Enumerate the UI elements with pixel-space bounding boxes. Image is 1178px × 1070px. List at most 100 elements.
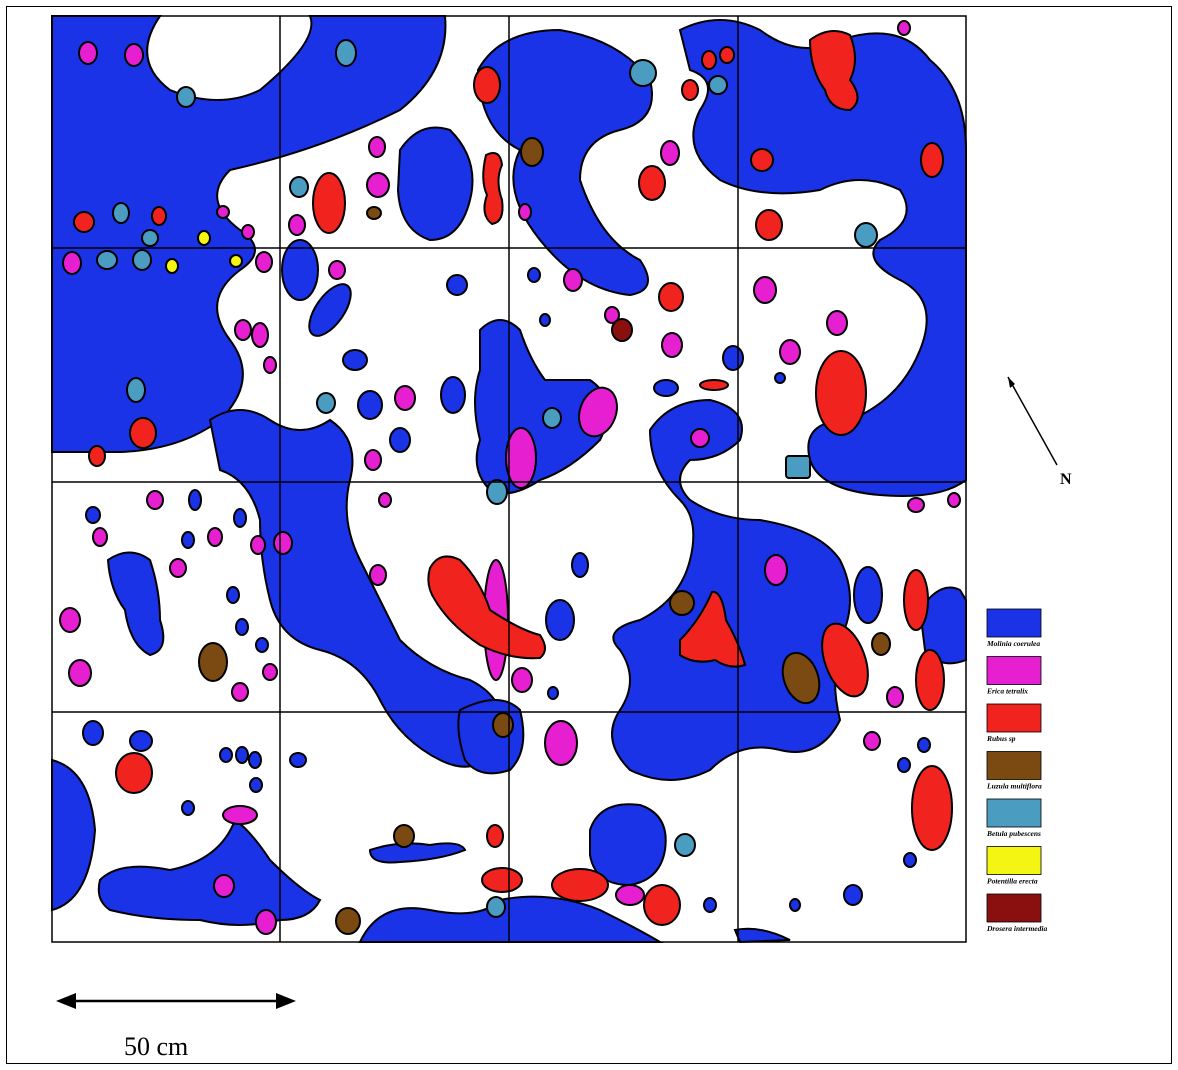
patch-molinia	[396, 126, 474, 242]
patch-molinia	[97, 818, 322, 926]
patch-betula	[486, 479, 508, 505]
patch-molinia	[678, 19, 967, 497]
patch-molinia	[440, 376, 466, 414]
patch-erica	[241, 224, 255, 240]
patch-rubus	[473, 66, 501, 104]
patch-molinia	[389, 427, 411, 453]
patch-luzula	[781, 651, 821, 705]
patch-betula	[316, 392, 336, 414]
patch-betula	[126, 377, 146, 403]
patch-molinia	[235, 746, 249, 764]
patch-betula	[674, 833, 696, 857]
legend-swatch-rubus	[986, 703, 1042, 733]
patch-erica	[213, 874, 235, 898]
north-label: N	[1060, 471, 1072, 488]
patch-betula	[854, 222, 878, 248]
patch-erica	[364, 449, 382, 471]
map-plot	[51, 15, 967, 944]
north-arrow-line	[1007, 376, 1058, 466]
patch-erica	[661, 332, 683, 358]
legend-label-betula: Betula pubescens	[986, 829, 1041, 838]
patch-erica	[255, 909, 277, 935]
patch-molinia	[903, 852, 917, 868]
patch-molinia	[843, 884, 863, 906]
patch-erica	[234, 319, 252, 341]
patch-rubus	[129, 417, 157, 449]
patch-erica	[897, 20, 911, 36]
figure-frame	[6, 6, 1172, 1064]
betula-patches	[96, 39, 878, 918]
patch-molinia	[129, 730, 153, 752]
patch-potentilla	[229, 254, 243, 268]
patch-erica	[288, 214, 306, 236]
map-border	[51, 15, 967, 943]
patch-erica	[92, 527, 108, 547]
patch-molinia	[342, 349, 368, 371]
patch-erica	[615, 884, 645, 906]
patch-molinia	[226, 586, 240, 604]
patch-rubus	[821, 622, 869, 698]
patch-erica	[62, 251, 82, 275]
patch-molinia	[357, 390, 383, 420]
patch-rubus	[719, 46, 735, 64]
patch-molinia	[774, 372, 786, 384]
patch-betula	[289, 176, 309, 198]
patch-erica	[263, 356, 277, 374]
patch-rubus	[312, 172, 346, 234]
patch-rubus	[701, 50, 717, 70]
patch-luzula	[366, 206, 382, 220]
patch-molinia	[51, 15, 447, 453]
patch-molinia	[248, 751, 262, 769]
patch-luzula	[393, 824, 415, 848]
patch-erica	[59, 607, 81, 633]
patch-molinia	[255, 637, 269, 653]
legend-label-luzula: Luzula multiflora	[986, 782, 1042, 791]
patch-erica	[273, 531, 293, 555]
patch-molinia	[82, 720, 104, 746]
patch-luzula	[492, 712, 514, 738]
patch-erica	[255, 251, 273, 273]
patch-molinia	[181, 800, 195, 816]
patch-potentilla	[165, 258, 179, 274]
legend-label-potentilla: Potentilla erecta	[987, 877, 1038, 886]
patch-molinia	[547, 686, 559, 700]
patch-betula	[96, 250, 118, 270]
patch-erica	[394, 385, 416, 411]
patch-molinia	[249, 777, 263, 793]
patch-erica	[826, 310, 848, 336]
legend-label-drosera: Drosera intermedia	[986, 924, 1047, 933]
patch-betula	[785, 455, 811, 479]
patch-erica	[328, 260, 346, 280]
patch-molinia	[539, 313, 551, 327]
patch-rubus	[486, 824, 504, 848]
legend-swatch-potentilla	[986, 846, 1042, 875]
patch-molinia	[85, 506, 101, 524]
legend-swatch-betula	[986, 798, 1042, 828]
grid-lines	[52, 16, 966, 942]
patch-erica	[378, 492, 392, 508]
legend-swatch-erica	[986, 656, 1042, 685]
patch-molinia	[308, 283, 352, 337]
patch-molinia	[571, 552, 589, 578]
patch-luzula	[669, 590, 695, 616]
patch-molinia	[289, 752, 307, 768]
patch-luzula	[335, 907, 361, 935]
patch-luzula	[520, 137, 544, 167]
patch-rubus	[808, 30, 859, 112]
patch-molinia	[188, 489, 202, 511]
patch-potentilla	[197, 230, 211, 246]
legend-swatch-molinia	[986, 608, 1042, 638]
patch-erica	[216, 205, 230, 219]
patch-molinia	[219, 747, 233, 763]
patch-molinia	[181, 531, 195, 549]
patch-erica	[231, 682, 249, 702]
patch-molinia	[368, 842, 467, 864]
patch-rubus	[88, 445, 106, 467]
patch-rubus	[551, 868, 609, 902]
patch-molinia	[527, 267, 541, 283]
patch-rubus	[638, 165, 666, 201]
patch-luzula	[198, 642, 228, 682]
patch-erica	[369, 564, 387, 586]
patch-erica	[251, 322, 269, 348]
